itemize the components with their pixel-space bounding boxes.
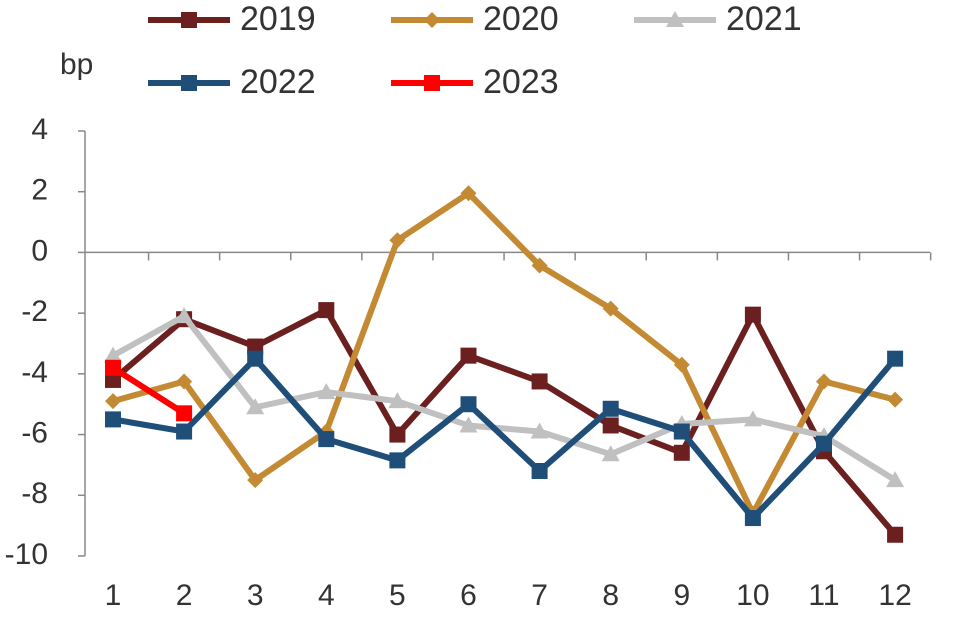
x-tick-label: 12 xyxy=(878,579,911,612)
y-axis-label: bp xyxy=(60,48,93,81)
data-point xyxy=(887,526,904,543)
y-tick-label: 4 xyxy=(31,113,48,146)
data-point xyxy=(318,431,335,448)
y-tick-label: -8 xyxy=(21,477,48,510)
data-point xyxy=(175,307,194,324)
y-tick-label: 2 xyxy=(31,174,48,207)
y-tick-label: -2 xyxy=(21,295,48,328)
data-point xyxy=(673,356,690,373)
data-point xyxy=(247,350,264,367)
legend-marker xyxy=(424,12,440,28)
data-point xyxy=(601,445,620,462)
y-tick-label: 0 xyxy=(31,234,48,267)
data-point xyxy=(176,405,193,422)
data-point xyxy=(318,302,335,319)
x-tick-label: 1 xyxy=(105,579,122,612)
data-point xyxy=(460,347,477,364)
x-tick-label: 7 xyxy=(531,579,548,612)
legend-marker xyxy=(181,75,197,91)
data-point xyxy=(105,393,121,410)
series-line xyxy=(111,365,186,416)
series-line xyxy=(112,355,898,522)
x-tick-label: 3 xyxy=(247,579,264,612)
x-tick-label: 6 xyxy=(460,579,477,612)
data-point xyxy=(886,471,905,488)
series-line xyxy=(111,307,898,537)
data-point xyxy=(460,185,477,202)
data-point xyxy=(531,373,548,390)
data-point xyxy=(389,232,406,249)
x-tick-label: 11 xyxy=(808,579,839,612)
data-point xyxy=(105,371,121,388)
data-point xyxy=(743,410,762,427)
x-tick-label: 4 xyxy=(318,579,335,612)
data-point xyxy=(105,359,121,376)
data-point xyxy=(388,392,407,409)
data-point xyxy=(176,373,193,390)
data-point xyxy=(816,435,832,452)
data-point xyxy=(887,350,904,367)
legend-marker xyxy=(181,12,197,28)
series-line xyxy=(111,313,897,483)
y-tick-label: -10 xyxy=(5,538,48,571)
legend-label: 2022 xyxy=(240,63,316,101)
data-point xyxy=(744,510,761,527)
data-point xyxy=(602,400,619,417)
y-tick-label: -4 xyxy=(21,356,48,389)
x-tick-label: 8 xyxy=(602,579,619,612)
legend-marker xyxy=(666,11,684,27)
data-point xyxy=(531,463,548,479)
data-point xyxy=(530,422,549,439)
x-tick-label: 10 xyxy=(736,579,769,612)
y-tick-label: -6 xyxy=(21,416,48,449)
data-point xyxy=(176,423,193,440)
x-tick-label: 2 xyxy=(176,579,193,612)
data-point xyxy=(816,373,832,390)
data-point xyxy=(602,417,619,434)
data-point xyxy=(602,300,619,317)
data-point xyxy=(389,452,406,469)
data-point xyxy=(460,396,477,413)
data-point xyxy=(459,416,478,433)
data-point xyxy=(104,346,122,363)
data-point xyxy=(105,411,121,428)
legend-label: 2020 xyxy=(483,0,559,38)
data-point xyxy=(247,472,264,489)
legend-label: 2023 xyxy=(483,63,559,101)
series-line xyxy=(112,190,896,517)
data-point xyxy=(673,423,690,440)
data-point xyxy=(887,391,904,408)
data-point xyxy=(389,426,406,443)
legend-label: 2019 xyxy=(240,0,316,38)
data-point xyxy=(673,444,690,461)
data-point xyxy=(247,338,264,355)
data-point xyxy=(744,306,761,323)
data-point xyxy=(246,398,265,415)
x-tick-label: 5 xyxy=(389,579,406,612)
data-point xyxy=(317,383,336,400)
legend-label: 2021 xyxy=(726,0,802,38)
x-tick-label: 9 xyxy=(673,579,690,612)
legend-marker xyxy=(424,75,440,91)
data-point xyxy=(531,257,548,274)
